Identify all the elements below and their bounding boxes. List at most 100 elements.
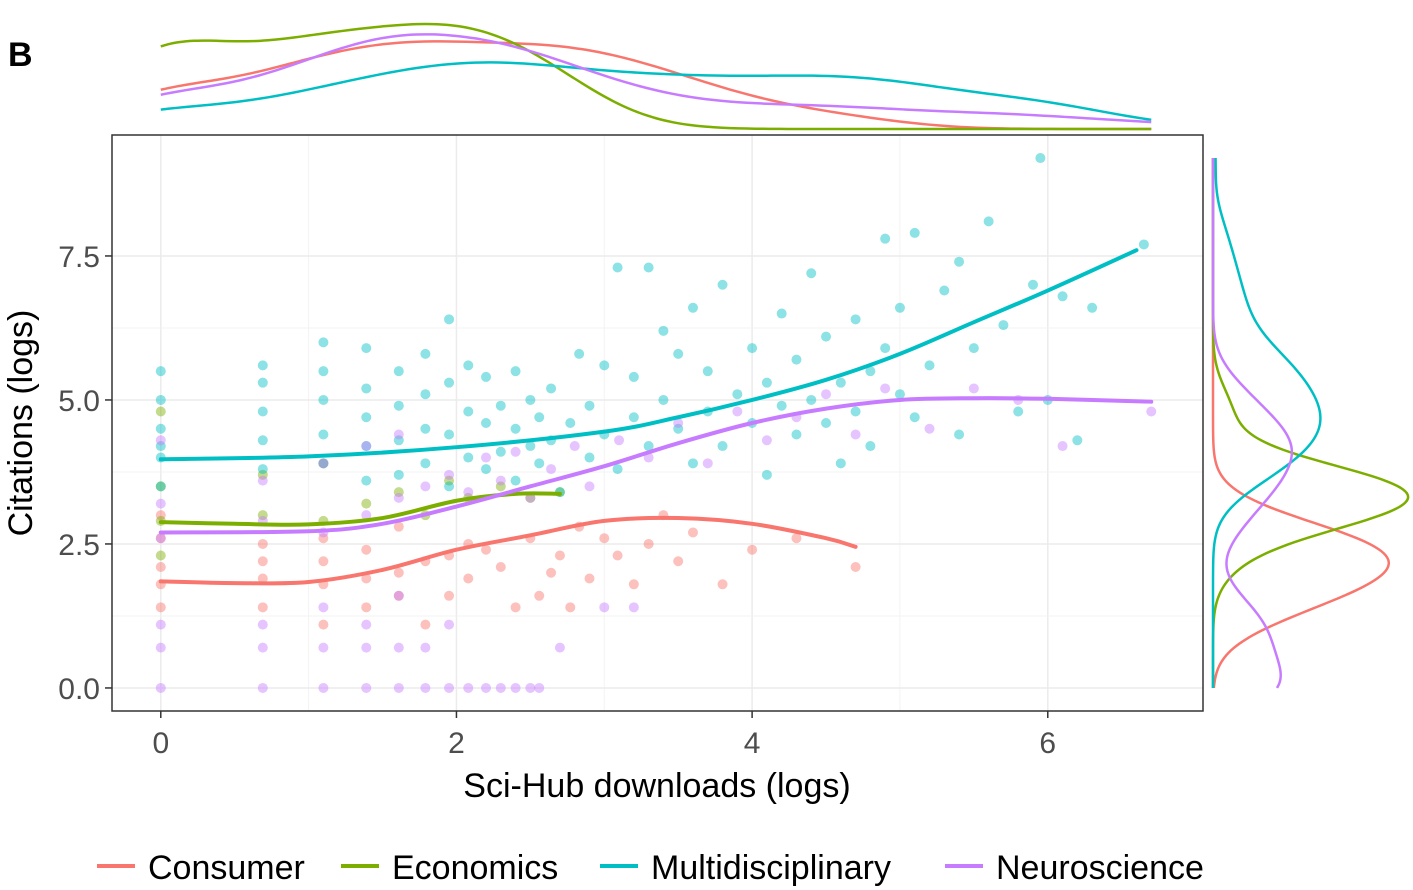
data-point [257, 377, 268, 388]
data-point [565, 602, 576, 613]
data-point [584, 573, 595, 584]
data-point [444, 619, 455, 630]
data-point [554, 550, 565, 561]
data-point [257, 435, 268, 446]
data-point [673, 423, 684, 434]
data-point [155, 435, 166, 446]
data-point [747, 544, 758, 555]
data-point [1138, 239, 1149, 250]
data-point [968, 343, 979, 354]
data-point [463, 406, 474, 417]
data-point [361, 475, 372, 486]
data-point [361, 602, 372, 613]
data-point [776, 308, 787, 319]
data-point [318, 682, 329, 693]
data-point [318, 366, 329, 377]
data-point [481, 682, 492, 693]
data-point [444, 481, 455, 492]
data-point [444, 469, 455, 480]
data-point [155, 481, 166, 492]
data-point [628, 602, 639, 613]
data-point [1013, 406, 1024, 417]
data-point [155, 619, 166, 630]
data-point [569, 441, 580, 452]
data-point [361, 642, 372, 653]
data-point [444, 314, 455, 325]
top-density-curve [160, 40, 1152, 131]
data-point [612, 262, 623, 273]
data-point [643, 538, 654, 549]
grid-lines [112, 135, 1203, 711]
x-axis-title: Sci-Hub downloads (logs) [463, 767, 850, 805]
data-point [880, 233, 891, 244]
data-point [481, 452, 492, 463]
data-point [361, 441, 372, 452]
data-point [420, 348, 431, 359]
data-point [481, 544, 492, 555]
data-point [732, 389, 743, 400]
legend-label: Consumer [148, 849, 305, 887]
data-point [420, 481, 431, 492]
data-point [444, 377, 455, 388]
data-point [565, 418, 576, 428]
data-point [850, 562, 861, 572]
top-density-curve [160, 61, 1152, 122]
data-point [791, 429, 802, 440]
data-point [393, 429, 404, 440]
data-point [865, 366, 876, 377]
data-point [687, 458, 698, 469]
data-point [361, 573, 372, 584]
data-point [481, 464, 492, 475]
data-point [510, 446, 521, 457]
data-point [747, 343, 758, 354]
data-point [806, 394, 817, 405]
data-point [1057, 291, 1068, 302]
data-point [318, 533, 329, 544]
data-point [257, 360, 268, 371]
smooth-line [158, 396, 1154, 535]
data-point [983, 216, 994, 227]
data-point [761, 469, 772, 480]
data-point [835, 458, 846, 469]
y-axis-title: Citations (logs) [2, 310, 40, 537]
data-point [318, 458, 329, 469]
data-point [599, 360, 610, 371]
data-point [155, 366, 166, 377]
data-point [687, 302, 698, 313]
y-tick-label: 0.0 [58, 673, 100, 706]
data-point [534, 412, 545, 423]
legend-label: Economics [392, 849, 558, 887]
plot-border [111, 134, 1204, 712]
data-point [998, 320, 1009, 331]
top-density-curve [160, 33, 1152, 124]
data-point [894, 302, 905, 313]
data-point [155, 423, 166, 434]
data-point [257, 475, 268, 486]
data-point [318, 394, 329, 405]
data-point [155, 510, 166, 521]
data-point [835, 377, 846, 388]
data-point [495, 481, 506, 492]
data-point [393, 492, 404, 503]
data-point [420, 619, 431, 630]
data-point [546, 567, 557, 578]
data-point [481, 418, 492, 428]
data-point [257, 406, 268, 417]
data-point [510, 682, 521, 693]
data-point [546, 464, 557, 475]
data-point [463, 573, 474, 584]
data-point [155, 550, 166, 561]
data-point [420, 423, 431, 434]
data-point [658, 325, 669, 336]
x-tick-label: 6 [1039, 727, 1056, 760]
data-point [444, 590, 455, 601]
data-point [1057, 441, 1068, 452]
data-point [658, 394, 669, 405]
right-density-curve [1211, 158, 1322, 688]
data-point [612, 550, 623, 561]
data-point [717, 441, 728, 452]
data-point [732, 406, 743, 417]
y-axis-ticks: 0.0 2.5 5.0 7.5 [58, 241, 112, 706]
y-tick-label: 2.5 [58, 529, 100, 562]
data-point [850, 406, 861, 417]
